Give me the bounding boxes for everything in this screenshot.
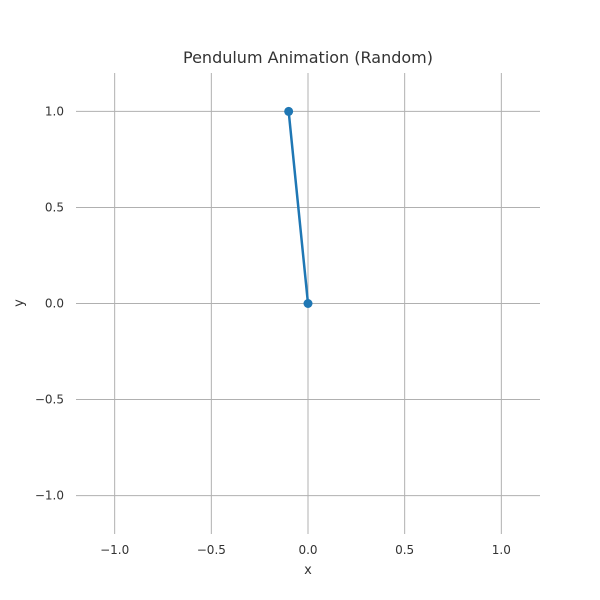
x-tick-label: 0.0 <box>298 543 317 557</box>
pivot-point <box>303 299 313 308</box>
chart-title: Pendulum Animation (Random) <box>183 48 433 67</box>
y-tick-label: −1.0 <box>35 489 64 503</box>
grid-layer <box>76 73 540 534</box>
x-tick-label: −0.5 <box>197 543 226 557</box>
y-tick-label: 0.0 <box>45 297 64 311</box>
x-tick-label: 0.5 <box>395 543 414 557</box>
x-tick-label: 1.0 <box>492 543 511 557</box>
pendulum-rod-line <box>287 110 310 305</box>
bob-point <box>284 106 294 116</box>
y-tick-label: 0.5 <box>45 200 64 214</box>
x-axis-label: x <box>304 563 312 578</box>
series-layer <box>284 106 313 308</box>
y-axis-label: y <box>12 299 27 307</box>
tick-layer: −1.0 −0.5 0.0 0.5 1.0 −1.0 −0.5 0.0 0.5 1.0 <box>35 104 511 557</box>
x-tick-label: −1.0 <box>100 543 129 557</box>
y-tick-label: −0.5 <box>35 393 64 407</box>
y-tick-label: 1.0 <box>45 104 64 118</box>
